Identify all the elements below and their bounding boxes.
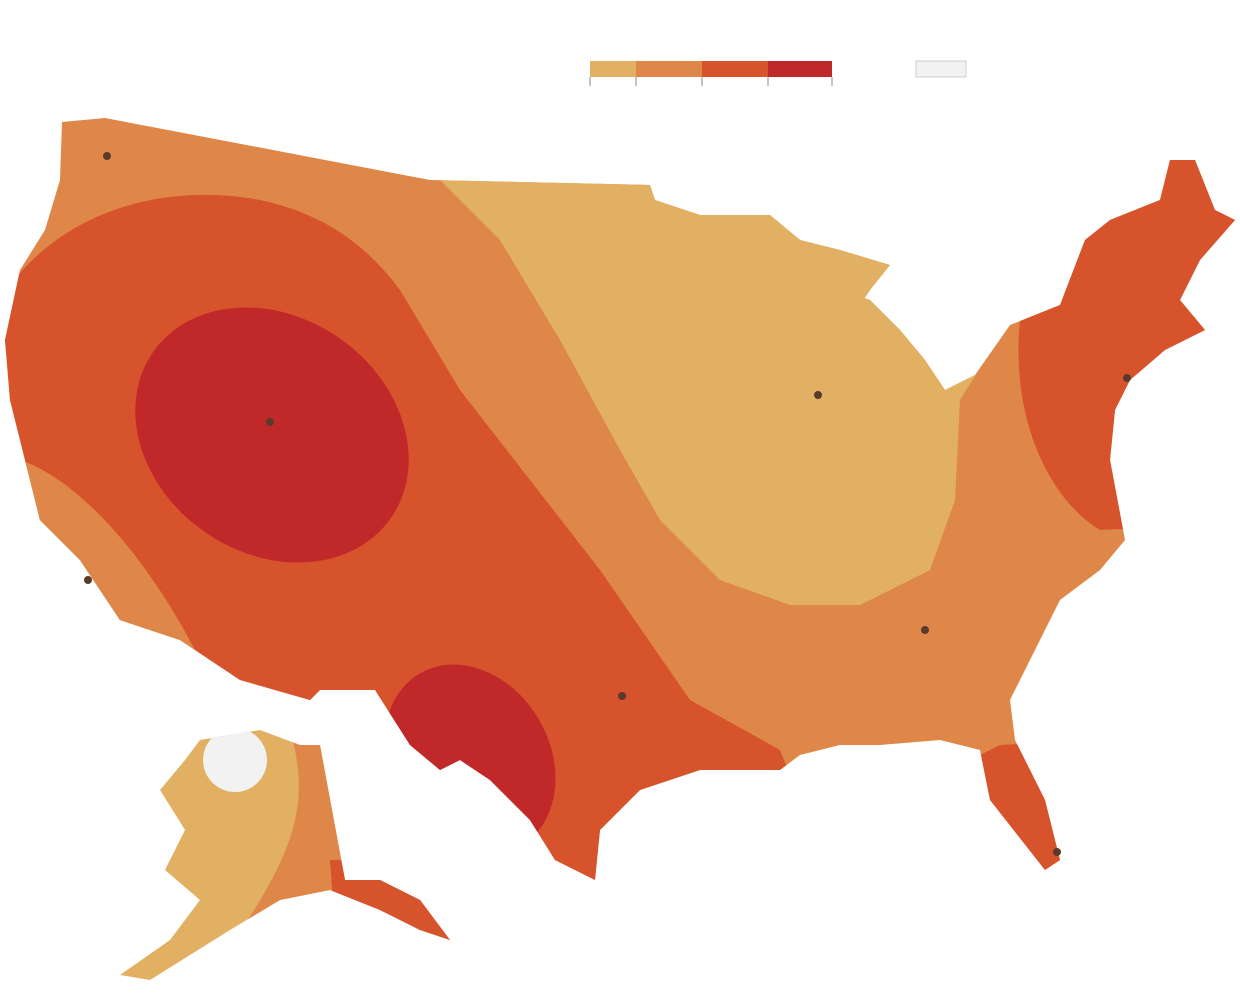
legend-no-data-swatch [915,60,967,78]
cities [84,152,1131,856]
zone-florida [950,740,1100,880]
legend-swatch [636,61,702,77]
legend-swatch [768,61,832,77]
zone-dark-west [135,307,409,563]
zone-light [430,170,1010,605]
city-dot [84,576,92,584]
city-dot [103,152,111,160]
ak-red-orange [330,860,450,980]
legend-swatch [590,61,636,77]
ak-no-data [203,730,267,792]
city-dot [1123,374,1131,382]
legend-swatch [702,61,768,77]
legend [589,60,967,86]
city-dot [266,418,274,426]
city-dot [618,692,626,700]
city-dot [814,391,822,399]
alaska [120,730,450,980]
city-dot [1053,848,1061,856]
city-dot [921,626,929,634]
